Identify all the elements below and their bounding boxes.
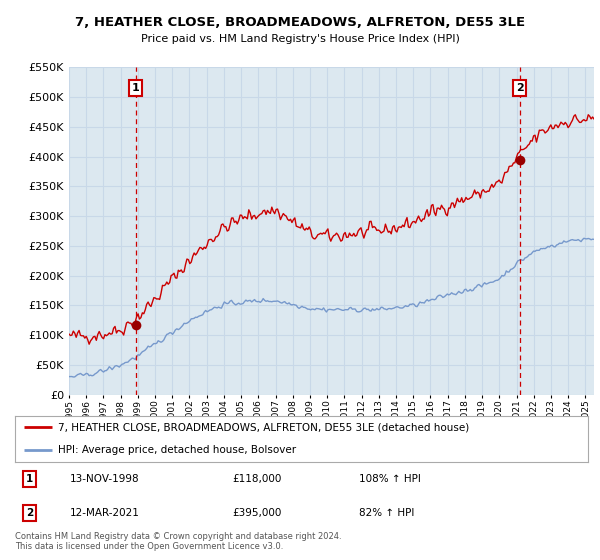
Text: 7, HEATHER CLOSE, BROADMEADOWS, ALFRETON, DE55 3LE (detached house): 7, HEATHER CLOSE, BROADMEADOWS, ALFRETON… xyxy=(58,422,469,432)
Text: 1: 1 xyxy=(132,83,139,93)
Text: £118,000: £118,000 xyxy=(233,474,282,484)
Text: HPI: Average price, detached house, Bolsover: HPI: Average price, detached house, Bols… xyxy=(58,445,296,455)
Text: 12-MAR-2021: 12-MAR-2021 xyxy=(70,508,139,518)
Text: 2: 2 xyxy=(26,508,33,518)
Text: 13-NOV-1998: 13-NOV-1998 xyxy=(70,474,139,484)
Text: Contains HM Land Registry data © Crown copyright and database right 2024.
This d: Contains HM Land Registry data © Crown c… xyxy=(15,532,341,552)
Text: 2: 2 xyxy=(516,83,524,93)
Text: 82% ↑ HPI: 82% ↑ HPI xyxy=(359,508,414,518)
Text: 7, HEATHER CLOSE, BROADMEADOWS, ALFRETON, DE55 3LE: 7, HEATHER CLOSE, BROADMEADOWS, ALFRETON… xyxy=(75,16,525,29)
Text: Price paid vs. HM Land Registry's House Price Index (HPI): Price paid vs. HM Land Registry's House … xyxy=(140,34,460,44)
Text: 1: 1 xyxy=(26,474,33,484)
Text: 108% ↑ HPI: 108% ↑ HPI xyxy=(359,474,421,484)
Text: £395,000: £395,000 xyxy=(233,508,282,518)
